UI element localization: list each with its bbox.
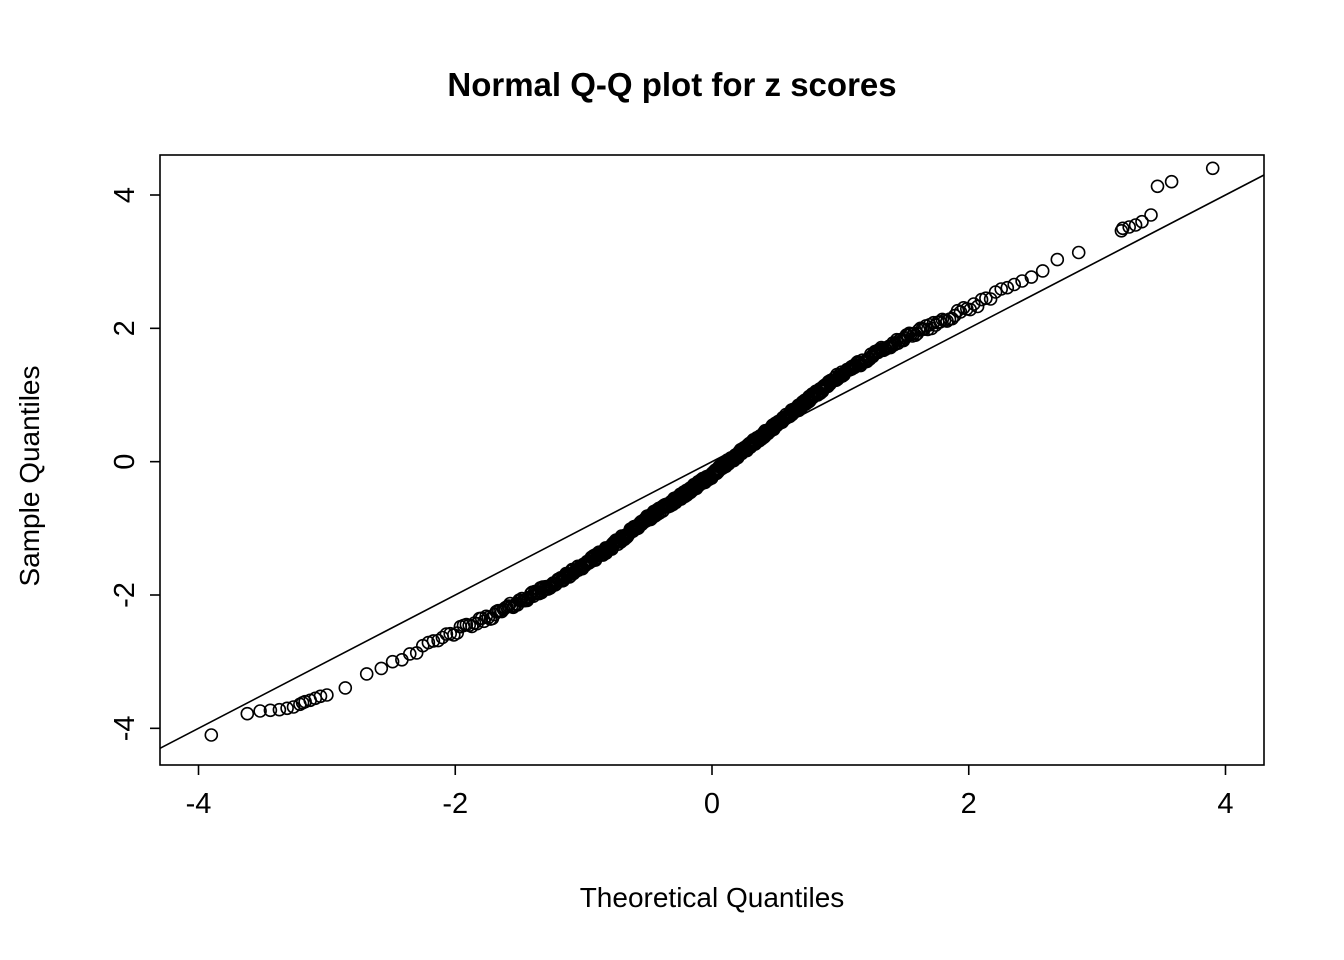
qq-tail-point bbox=[263, 703, 278, 718]
qq-tail-points-group bbox=[204, 161, 1220, 742]
qq-tail-point bbox=[313, 689, 328, 704]
axes-group: -4 -2 0 2 4 -4 -2 0 2 4 bbox=[109, 187, 1234, 820]
x-tick-label: 4 bbox=[1217, 788, 1233, 820]
qq-tail-point bbox=[1205, 161, 1220, 176]
qq-tail-point bbox=[286, 700, 301, 714]
qq-tail-point bbox=[240, 706, 255, 721]
qq-tail-point bbox=[1150, 179, 1165, 194]
chart-title: Normal Q-Q plot for z scores bbox=[447, 66, 897, 103]
y-tick-label: 2 bbox=[109, 320, 141, 336]
qq-tail-point bbox=[1164, 174, 1179, 189]
qq-tail-point bbox=[204, 728, 219, 742]
qq-tail-point bbox=[1116, 221, 1130, 236]
qq-tail-point bbox=[1128, 218, 1143, 232]
qq-tail-point bbox=[1135, 214, 1149, 229]
qq-tail-point bbox=[253, 704, 267, 718]
y-tick-label: 4 bbox=[109, 187, 141, 203]
qq-points-group bbox=[295, 224, 1129, 710]
y-axis-label: Sample Quantiles bbox=[14, 365, 45, 587]
x-tick-label: -2 bbox=[442, 788, 468, 820]
qq-tail-point bbox=[320, 688, 334, 702]
qq-tail-point bbox=[272, 702, 287, 717]
y-tick-label: -4 bbox=[109, 715, 141, 741]
x-tick-label: 0 bbox=[704, 788, 720, 820]
y-tick-label: 0 bbox=[109, 454, 141, 470]
y-tick-label: -2 bbox=[109, 582, 141, 608]
x-axis-label: Theoretical Quantiles bbox=[579, 882, 845, 913]
plot-box bbox=[159, 154, 1265, 766]
x-tick-label: -4 bbox=[186, 788, 212, 820]
x-tick-label: 2 bbox=[961, 788, 977, 820]
qq-tail-point bbox=[1144, 208, 1158, 222]
qq-tail-point bbox=[280, 701, 294, 716]
qq-reference-line bbox=[159, 174, 1265, 750]
qq-tail-point bbox=[1122, 220, 1136, 234]
